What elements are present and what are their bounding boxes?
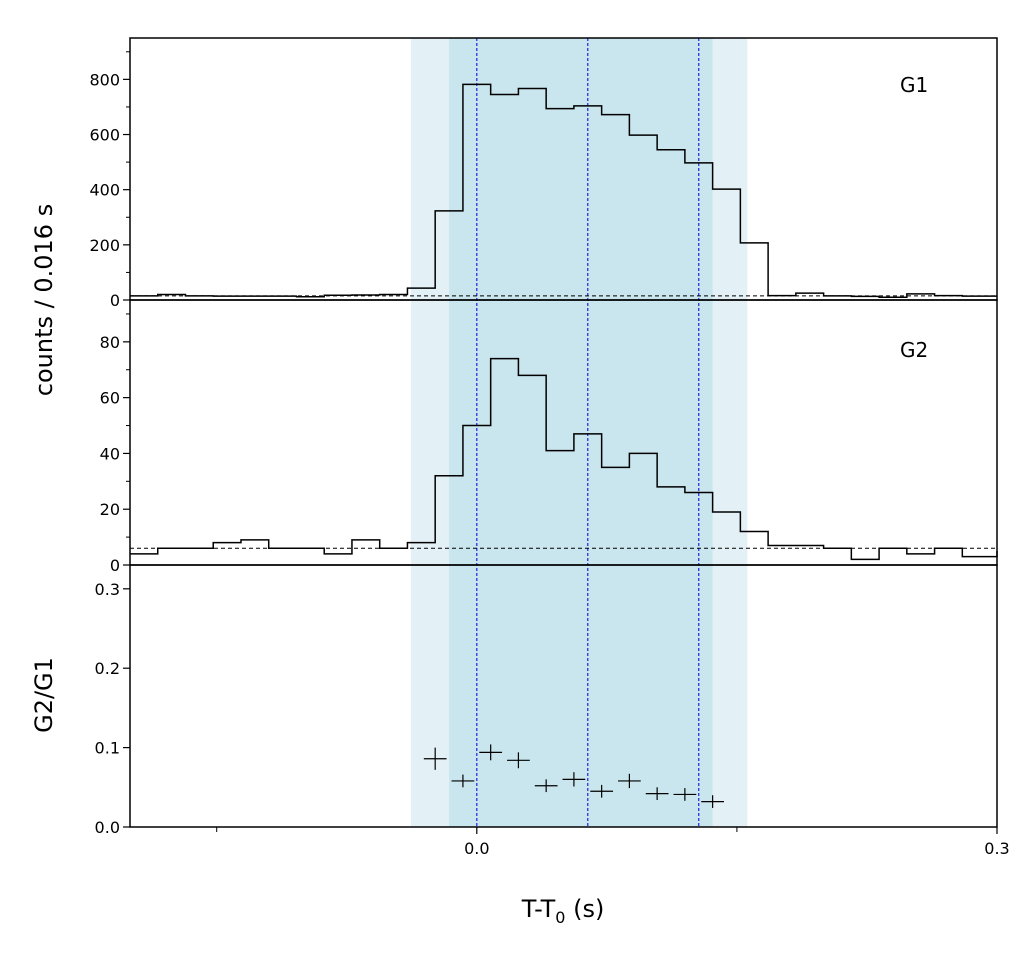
panel-frame-ratio	[129, 564, 998, 828]
panel-label-g1: G1	[900, 73, 928, 97]
x-axis-label-unit: (s)	[565, 895, 604, 923]
x-axis-label: T-T0 (s)	[521, 895, 605, 927]
xtick-label-0: 0.0	[464, 839, 489, 858]
ytick-label-g2-0: 0	[110, 556, 120, 575]
ytick-label-g1-2: 400	[89, 181, 120, 200]
y-axis-label-counts: counts / 0.016 s	[30, 204, 58, 396]
ratio-point-1	[451, 774, 475, 788]
ytick-label-ratio-0: 0.0	[95, 818, 120, 837]
ratio-point-5	[562, 772, 586, 787]
ratio-point-2	[479, 744, 503, 761]
ytick-label-g2-3: 60	[100, 389, 120, 408]
y-axis-label-ratio: G2/G1	[30, 657, 58, 733]
ytick-label-g1-0: 0	[110, 291, 120, 310]
ytick-label-ratio-2: 0.2	[95, 659, 120, 678]
shaded-regions	[410, 38, 748, 827]
ratio-point-6	[590, 784, 614, 798]
ratio-point-9	[673, 788, 697, 801]
ytick-label-g1-3: 600	[89, 126, 120, 145]
ytick-label-ratio-1: 0.1	[95, 739, 120, 758]
shaded-region-1	[449, 38, 713, 827]
panel-label-g2: G2	[900, 338, 928, 362]
vertical-guide-lines	[476, 38, 700, 827]
ytick-label-g2-2: 40	[100, 444, 120, 463]
ratio-point-4	[534, 779, 558, 793]
ytick-label-g2-4: 80	[100, 333, 120, 352]
ratio-point-3	[507, 752, 530, 769]
ratio-point-0	[423, 747, 447, 770]
ratio-point-10	[701, 795, 724, 808]
ytick-label-g2-1: 20	[100, 500, 120, 519]
xtick-label-1: 0.3	[984, 839, 1009, 858]
x-axis-label-subscript: 0	[555, 908, 565, 927]
ytick-label-ratio-3: 0.3	[95, 580, 120, 599]
ratio-point-7	[618, 773, 641, 789]
x-axis-label-main: T-T	[521, 895, 556, 923]
axes-layer: 0 200 400 600 800 0 20 40 60 80 0.0 0.1 0.2 0.3 0.0 0.3	[89, 37, 1010, 858]
ratio-point-8	[645, 787, 669, 801]
data-layer	[130, 83, 998, 808]
ytick-label-g1-1: 200	[89, 236, 120, 255]
ytick-label-g1-4: 800	[89, 70, 120, 89]
